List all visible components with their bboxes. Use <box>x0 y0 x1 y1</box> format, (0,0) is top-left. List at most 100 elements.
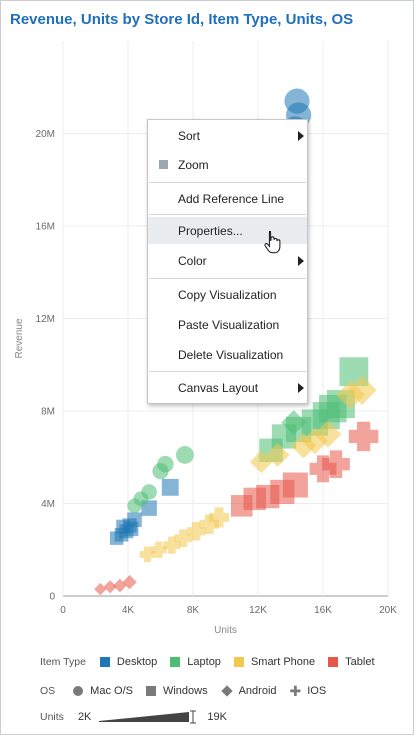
data-point[interactable] <box>265 443 290 467</box>
units-min-label: 2K <box>77 711 92 723</box>
legend-label: Tablet <box>345 656 375 668</box>
legend-os-mac[interactable]: Mac O/S <box>73 685 133 697</box>
data-point[interactable] <box>347 375 377 405</box>
submenu-arrow-icon <box>298 382 304 393</box>
data-point[interactable] <box>150 541 167 558</box>
menu-item-properties[interactable]: Properties... <box>148 217 307 244</box>
data-point[interactable] <box>290 432 317 459</box>
diamond-shape-icon <box>220 685 233 697</box>
legend-label: Mac O/S <box>90 685 133 697</box>
menu-item-label: Sort <box>178 128 201 143</box>
desktop-swatch <box>99 657 110 667</box>
x-tick-label: 16K <box>314 605 332 616</box>
submenu-arrow-icon <box>298 130 304 141</box>
data-point[interactable] <box>139 546 156 563</box>
data-point[interactable] <box>161 478 179 496</box>
menu-item-label: Paste Visualization <box>178 317 280 332</box>
visualization-title: Revenue, Units by Store Id, Item Type, U… <box>10 11 354 28</box>
y-tick-label: 12M <box>36 314 55 325</box>
units-max-label: 19K <box>207 711 227 723</box>
square-shape-icon <box>145 686 156 696</box>
menu-item-color[interactable]: Color <box>148 247 307 274</box>
data-point[interactable] <box>249 450 273 474</box>
menu-item-label: Zoom <box>178 157 209 172</box>
legend-label: Smart Phone <box>250 656 316 668</box>
data-point[interactable] <box>301 427 329 455</box>
data-point[interactable] <box>175 446 194 464</box>
data-point[interactable] <box>281 410 307 436</box>
x-tick-label: 20K <box>379 605 397 616</box>
data-point[interactable] <box>116 519 131 534</box>
legend-os-android[interactable]: Android <box>220 685 277 697</box>
legend-label: IOS <box>307 685 327 697</box>
data-point[interactable] <box>282 472 308 498</box>
menu-separator <box>149 182 306 183</box>
menu-item-label: Copy Visualization <box>178 287 277 302</box>
data-point[interactable] <box>348 421 379 452</box>
units-size-wedge-icon <box>99 710 197 724</box>
legend-units-row: Units 2K 19K <box>40 709 227 725</box>
menu-item-canvas-layout[interactable]: Canvas Layout <box>148 374 307 401</box>
legend-item-type-row: Item Type Desktop Laptop Smart Phone Tab… <box>40 654 388 670</box>
legend-item-laptop[interactable]: Laptop <box>170 656 221 668</box>
y-axis-title: Revenue <box>14 318 25 358</box>
menu-item-add-reference-line[interactable]: Add Reference Line <box>148 185 307 212</box>
legend-item-type-title: Item Type <box>40 656 86 668</box>
data-point[interactable] <box>113 578 127 593</box>
y-tick-label: 20M <box>36 129 55 140</box>
legend-label: Android <box>238 685 277 697</box>
data-point[interactable] <box>186 521 206 541</box>
y-tick-label: 16M <box>36 222 55 233</box>
menu-item-label: Delete Visualization <box>178 347 284 362</box>
data-point[interactable] <box>208 507 230 528</box>
laptop-swatch <box>170 657 181 667</box>
x-tick-label: 4K <box>122 605 135 616</box>
menu-item-label: Canvas Layout <box>178 380 259 395</box>
data-point[interactable] <box>103 580 117 594</box>
zoom-square-icon <box>159 160 168 169</box>
menu-item-delete-visualization[interactable]: Delete Visualization <box>148 341 307 368</box>
legend-item-desktop[interactable]: Desktop <box>99 656 158 668</box>
legend-units-title: Units <box>40 711 64 723</box>
menu-separator <box>149 214 306 215</box>
legend-label: Laptop <box>187 656 221 668</box>
data-point[interactable] <box>163 536 181 554</box>
data-point[interactable] <box>322 450 350 479</box>
x-tick-label: 8K <box>187 605 200 616</box>
data-point[interactable] <box>157 455 174 473</box>
context-menu: Sort Zoom Add Reference Line Properties.… <box>147 119 308 404</box>
menu-separator <box>149 371 306 372</box>
legend-os-title: OS <box>40 685 56 697</box>
data-point[interactable] <box>174 529 193 548</box>
legend-label: Desktop <box>116 656 158 668</box>
menu-item-label: Color <box>178 253 207 268</box>
y-tick-label: 4M <box>41 499 55 510</box>
circle-shape-icon <box>73 686 84 696</box>
tablet-swatch <box>328 657 339 667</box>
menu-item-paste-visualization[interactable]: Paste Visualization <box>148 311 307 338</box>
y-tick-label: 8M <box>41 407 55 418</box>
menu-separator <box>149 278 306 279</box>
menu-item-label: Properties... <box>178 223 243 238</box>
submenu-arrow-icon <box>298 255 304 266</box>
data-point[interactable] <box>94 582 107 596</box>
menu-item-zoom[interactable]: Zoom <box>148 151 307 178</box>
legend-os-ios[interactable]: ✚ IOS <box>290 683 327 700</box>
menu-item-label: Add Reference Line <box>178 191 285 206</box>
legend-os-row: OS Mac O/S Windows Android ✚ IOS <box>40 683 339 699</box>
menu-item-sort[interactable]: Sort <box>148 122 307 149</box>
menu-item-copy-visualization[interactable]: Copy Visualization <box>148 281 307 308</box>
legend-os-windows[interactable]: Windows <box>145 685 208 697</box>
hand-pointer-cursor-icon <box>264 231 281 254</box>
x-tick-label: 0 <box>60 605 66 616</box>
legend-item-smart-phone[interactable]: Smart Phone <box>233 656 316 668</box>
legend-label: Windows <box>162 685 208 697</box>
legend-item-tablet[interactable]: Tablet <box>328 656 375 668</box>
y-tick-label: 0 <box>49 592 55 603</box>
x-tick-label: 12K <box>249 605 267 616</box>
data-point[interactable] <box>141 484 157 500</box>
plus-shape-icon: ✚ <box>289 682 302 699</box>
data-point[interactable] <box>122 575 137 590</box>
data-point[interactable] <box>199 514 219 535</box>
